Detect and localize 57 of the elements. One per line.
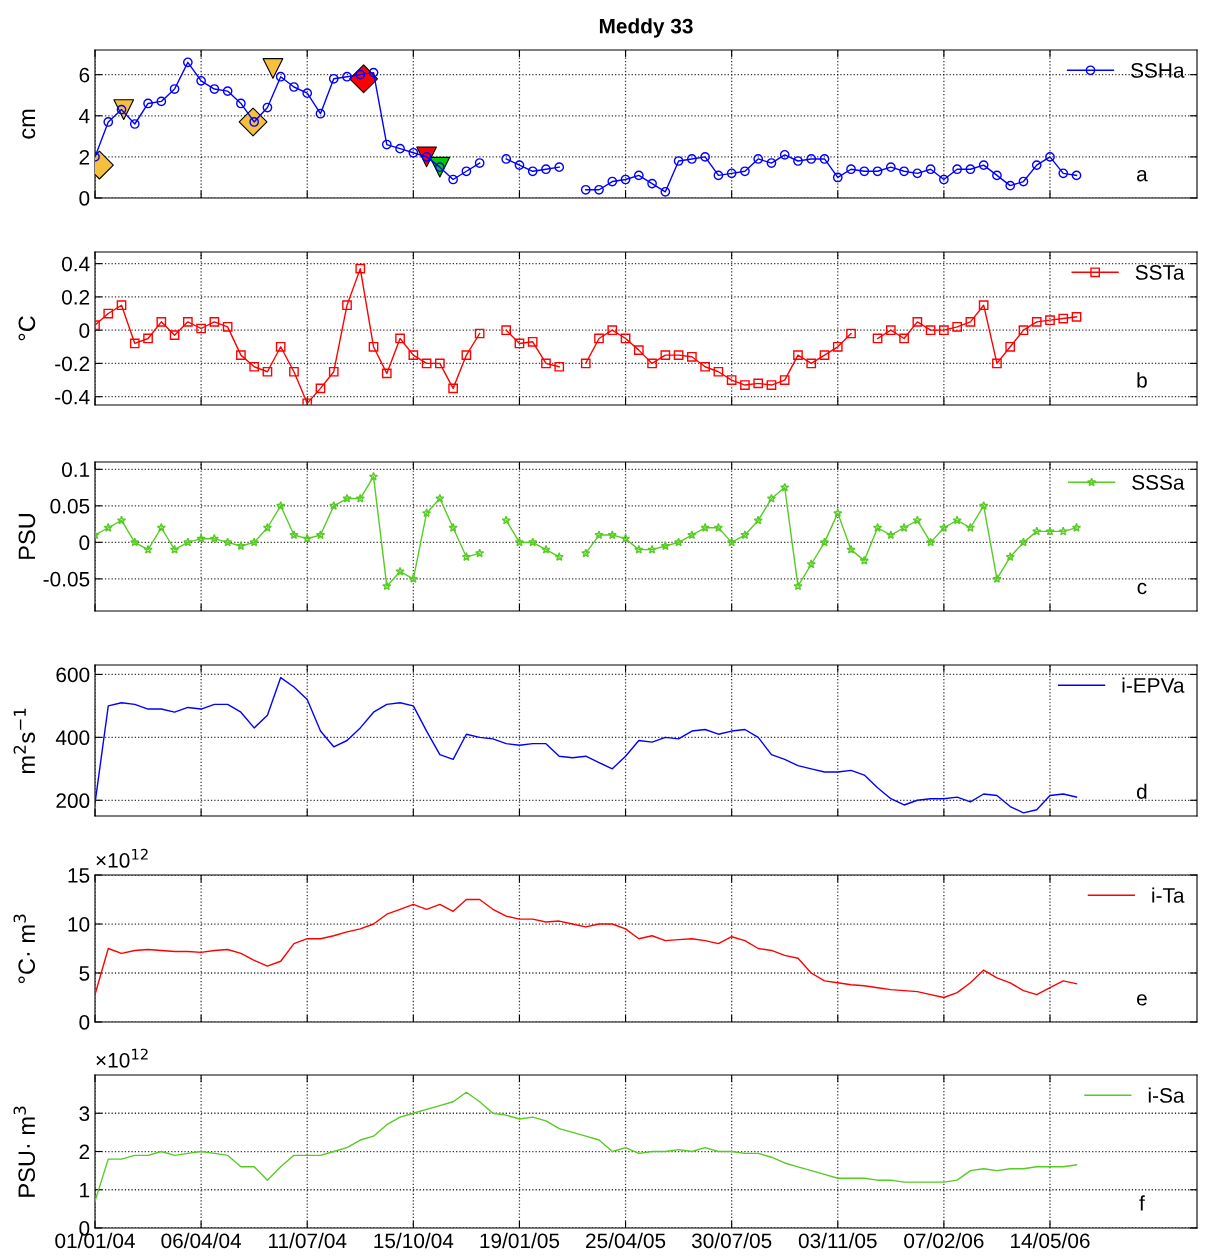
line-series [95, 898, 1078, 999]
y-tick-label: 0 [79, 323, 90, 338]
annotation: b [1137, 372, 1147, 388]
x-tick-label: 03/11/05 [798, 1232, 877, 1249]
y-tick-label: 10 [68, 917, 90, 932]
y-tick-label: 6 [79, 67, 90, 83]
annotation: e [1136, 994, 1147, 1006]
legend-label: SSTa [1135, 265, 1185, 280]
x-tick-label: 07/02/06 [904, 1232, 984, 1249]
chart-title: Meddy 33 [599, 18, 693, 38]
x-tick-label: 14/05/06 [1011, 1232, 1090, 1249]
y-tick-label: 0 [79, 191, 90, 206]
y-axis-title: PSU [18, 514, 36, 559]
y-tick-label: 4 [79, 108, 90, 124]
legend-label: i-EPVa [1122, 677, 1185, 693]
y-tick-label: -0.2 [55, 356, 90, 372]
legend-label: SSSa [1132, 475, 1185, 490]
y-tick-label: 0 [79, 535, 90, 551]
y-tick-label: 2 [79, 1144, 90, 1160]
x-tick-label: 15/10/04 [374, 1232, 454, 1249]
legend-label: i-Sa [1148, 1087, 1185, 1103]
text: ×10$^{12}$ [96, 848, 148, 868]
y-tick-label: 0 [79, 1015, 90, 1030]
y-tick-label: 0.05 [50, 498, 90, 514]
x-tick-label: 06/04/04 [161, 1232, 242, 1249]
annotation: d [1136, 783, 1147, 799]
y-axis-title: cm [22, 109, 36, 139]
y-tick-label: 0.4 [61, 256, 90, 272]
y-tick-label: -0.4 [55, 389, 90, 405]
text: ×10$^{12}$ [96, 1048, 148, 1068]
y-tick-label: 2 [79, 149, 90, 165]
y-tick-label: -0.05 [43, 571, 90, 587]
annotation: f [1139, 1195, 1145, 1211]
y-tick-label: 400 [55, 730, 90, 746]
line-series [95, 676, 1078, 814]
y-tick-label: 1 [80, 1182, 90, 1198]
y-tick-label: 600 [56, 667, 90, 683]
y-tick-label: 0.2 [61, 289, 90, 305]
y-axis-title: °C· m$^{3}$ [13, 914, 36, 984]
x-tick-label: 30/07/05 [691, 1232, 772, 1249]
y-tick-label: 0.1 [61, 462, 90, 478]
x-tick-label: 19/01/05 [480, 1232, 560, 1249]
y-axis-title: PSU· m$^{3}$ [13, 1106, 36, 1197]
y-tick-label: 5 [79, 966, 90, 981]
x-tick-label: 11/07/04 [269, 1232, 347, 1249]
point [262, 58, 284, 79]
y-axis-title: m$^{2}$s$^{−1}$ [13, 708, 36, 774]
y-tick-label: 15 [68, 868, 90, 883]
legend-label: i-Ta [1152, 887, 1185, 903]
legend-label: SSHa [1131, 63, 1185, 78]
annotation: c [1137, 582, 1147, 595]
y-tick-label: 200 [56, 793, 90, 809]
line-series [95, 1091, 1078, 1202]
y-axis-title: °C [18, 316, 36, 341]
x-tick-label: 25/04/05 [586, 1232, 666, 1249]
y-tick-label: 3 [79, 1106, 90, 1121]
annotation: a [1136, 169, 1148, 182]
